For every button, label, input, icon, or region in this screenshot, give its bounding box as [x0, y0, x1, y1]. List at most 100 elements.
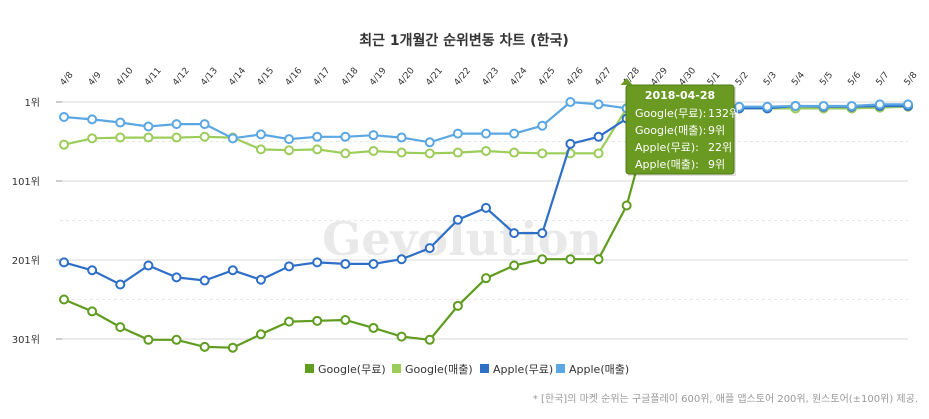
data-point[interactable] — [565, 254, 576, 265]
data-point[interactable] — [340, 258, 351, 269]
tooltip-line-label: Google(무료): — [635, 107, 706, 120]
data-point[interactable] — [199, 341, 210, 352]
data-point[interactable] — [396, 147, 407, 158]
data-point[interactable] — [565, 97, 576, 107]
data-point[interactable] — [143, 121, 154, 132]
data-point[interactable] — [790, 100, 801, 111]
data-point[interactable] — [509, 228, 520, 239]
data-point[interactable] — [509, 260, 520, 271]
data-point[interactable] — [199, 275, 210, 286]
data-point[interactable] — [340, 315, 351, 326]
data-point[interactable] — [255, 144, 266, 155]
data-point[interactable] — [593, 148, 604, 159]
data-point[interactable] — [621, 200, 632, 211]
data-point[interactable] — [255, 129, 266, 140]
data-point[interactable] — [452, 300, 463, 311]
data-point[interactable] — [59, 294, 69, 305]
data-point[interactable] — [509, 128, 520, 139]
data-point[interactable] — [424, 148, 435, 159]
legend-item[interactable]: Google(무료) — [305, 363, 386, 376]
x-tick-label: 4/22 — [453, 66, 474, 88]
data-point[interactable] — [199, 119, 210, 130]
data-point[interactable] — [312, 257, 323, 268]
data-point[interactable] — [171, 272, 182, 283]
data-point[interactable] — [481, 202, 491, 213]
data-point[interactable] — [115, 117, 126, 128]
data-point[interactable] — [593, 131, 604, 142]
data-point[interactable] — [87, 265, 98, 276]
y-axis-tick-labels: 1위 101위 201위 301위 — [12, 96, 40, 346]
data-point[interactable] — [481, 145, 491, 156]
data-point[interactable] — [424, 334, 435, 345]
data-point[interactable] — [593, 99, 604, 110]
data-point[interactable] — [481, 273, 491, 284]
data-point[interactable] — [396, 254, 407, 265]
data-point[interactable] — [424, 243, 435, 254]
data-point[interactable] — [284, 261, 295, 272]
data-point[interactable] — [284, 145, 295, 156]
data-point[interactable] — [818, 100, 829, 111]
data-point[interactable] — [227, 133, 238, 144]
data-point[interactable] — [903, 99, 913, 110]
data-point[interactable] — [59, 112, 69, 123]
data-point[interactable] — [340, 148, 351, 159]
data-point[interactable] — [452, 147, 463, 158]
data-point[interactable] — [115, 322, 126, 333]
data-point[interactable] — [143, 260, 154, 271]
data-point[interactable] — [87, 133, 98, 144]
data-point[interactable] — [509, 147, 520, 158]
data-point[interactable] — [59, 139, 69, 150]
data-point[interactable] — [59, 257, 69, 268]
data-point[interactable] — [424, 137, 435, 148]
data-point[interactable] — [452, 214, 463, 225]
data-point[interactable] — [199, 131, 210, 142]
data-point[interactable] — [171, 334, 182, 345]
data-point[interactable] — [368, 258, 379, 269]
legend-swatch — [305, 364, 314, 373]
data-point[interactable] — [537, 228, 548, 239]
data-point[interactable] — [115, 132, 126, 143]
data-point[interactable] — [115, 279, 126, 290]
data-point[interactable] — [87, 114, 98, 125]
legend-label: Google(무료) — [318, 363, 386, 376]
data-point[interactable] — [452, 128, 463, 139]
legend-item[interactable]: Apple(무료) — [480, 363, 553, 376]
data-point[interactable] — [171, 132, 182, 143]
data-point[interactable] — [255, 329, 266, 340]
data-point[interactable] — [340, 131, 351, 142]
x-tick-label: 4/8 — [59, 70, 76, 88]
data-point[interactable] — [255, 274, 266, 285]
data-point[interactable] — [87, 306, 98, 317]
data-point[interactable] — [537, 254, 548, 265]
legend-item[interactable]: Apple(매출) — [556, 363, 629, 376]
data-point[interactable] — [396, 331, 407, 342]
data-point[interactable] — [143, 132, 154, 143]
data-point[interactable] — [734, 101, 745, 112]
data-point[interactable] — [312, 144, 323, 155]
data-point[interactable] — [227, 342, 238, 353]
data-point[interactable] — [396, 132, 407, 143]
x-tick-label: 5/7 — [875, 70, 892, 88]
data-point[interactable] — [368, 322, 379, 333]
data-point[interactable] — [171, 119, 182, 130]
data-point[interactable] — [565, 138, 576, 149]
data-point[interactable] — [593, 254, 604, 265]
data-point[interactable] — [537, 148, 548, 159]
legend-item[interactable]: Google(매출) — [392, 363, 473, 376]
tooltip-line-label: Apple(무료): — [635, 141, 699, 154]
data-point[interactable] — [312, 315, 323, 326]
data-point[interactable] — [368, 145, 379, 156]
data-point[interactable] — [537, 120, 548, 131]
data-point[interactable] — [227, 265, 238, 276]
data-point[interactable] — [846, 100, 857, 111]
data-point[interactable] — [284, 316, 295, 327]
data-point[interactable] — [874, 99, 885, 110]
data-point[interactable] — [762, 101, 773, 112]
data-point[interactable] — [368, 130, 379, 141]
data-point[interactable] — [143, 334, 154, 345]
data-point[interactable] — [481, 128, 491, 139]
data-point[interactable] — [312, 131, 323, 142]
data-point[interactable] — [284, 134, 295, 145]
